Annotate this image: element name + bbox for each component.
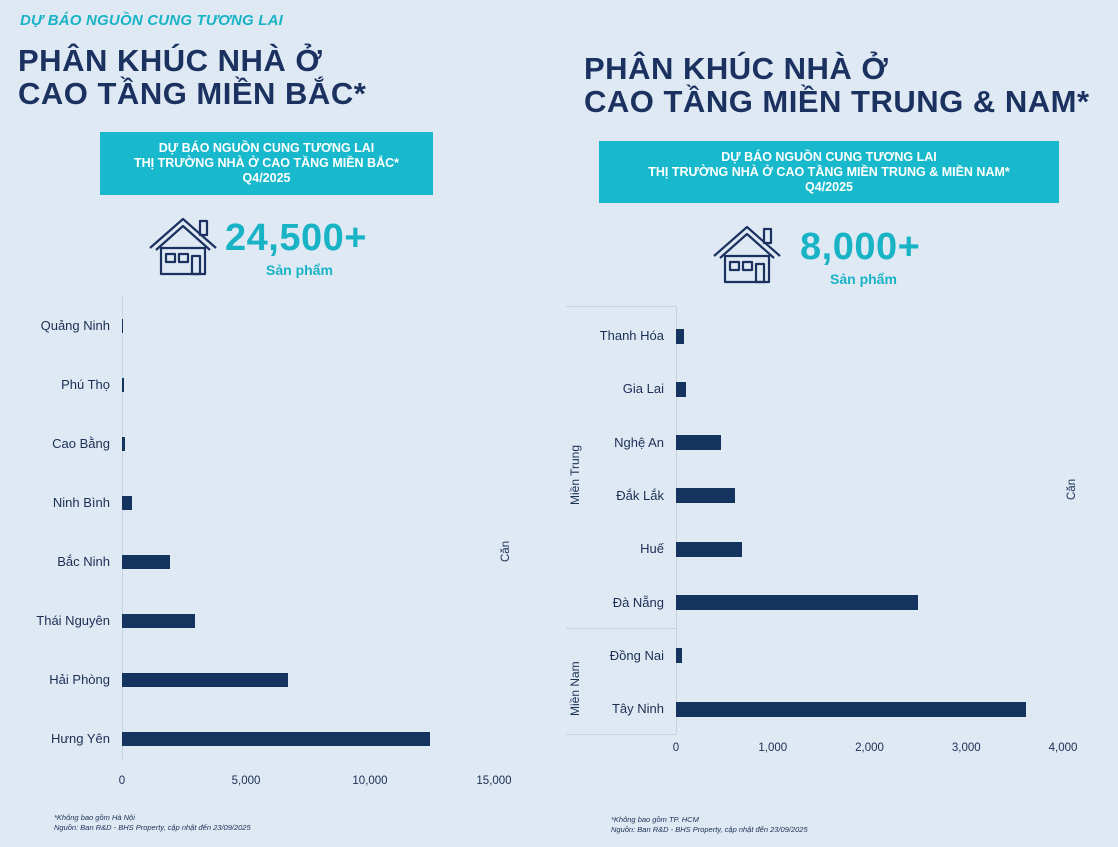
category-label-phu-tho: Phú Thọ — [61, 377, 110, 392]
x-tick-label: 0 — [118, 775, 126, 787]
bar-da-nang — [676, 595, 918, 610]
category-label-da-nang: Đà Nẵng — [612, 594, 664, 610]
bar-thai-nguyen — [122, 614, 196, 628]
right-banner-line2: THỊ TRƯỜNG NHÀ Ở CAO TẦNG MIỀN TRUNG & M… — [648, 164, 1010, 179]
category-label-quang-ninh: Quảng Ninh — [40, 318, 110, 333]
category-label-hue: Huế — [640, 541, 664, 557]
left-banner: DỰ BÁO NGUỒN CUNG TƯƠNG LAI THỊ TRƯỜNG N… — [100, 132, 433, 195]
bar-hue — [676, 541, 742, 557]
group-separator-bottom — [566, 734, 676, 735]
bar-tay-ninh — [676, 701, 1027, 717]
left-title-line1: PHÂN KHÚC NHÀ Ở — [18, 43, 323, 78]
right-footnote-2: Nguồn: Ban R&D - BHS Property, cập nhật … — [611, 825, 808, 834]
house-icon — [713, 225, 781, 284]
x-tick-label: 3,000 — [951, 742, 981, 754]
bar-bac-ninh — [122, 555, 171, 569]
category-label-hung-yen: Hưng Yên — [50, 731, 110, 746]
x-tick-label: 5,000 — [231, 775, 261, 787]
x-tick-label: 1,000 — [758, 742, 788, 754]
left-footnotes: *Không bao gồm Hà Nội Nguồn: Ban R&D - B… — [54, 813, 251, 833]
section-kicker: DỰ BÁO NGUỒN CUNG TƯƠNG LAI — [20, 12, 284, 29]
category-label-bac-ninh: Bắc Ninh — [57, 554, 110, 569]
category-label-thai-nguyen: Thái Nguyên — [36, 613, 110, 628]
bar-ninh-binh — [122, 496, 132, 510]
bar-dong-nai — [676, 648, 682, 664]
x-tick-label: 2,000 — [855, 742, 884, 754]
left-total: 24,500+ — [225, 217, 367, 259]
category-label-dong-nai: Đồng Nai — [609, 647, 664, 663]
right-footnote-1: *Không bao gồm TP. HCM — [611, 815, 699, 824]
house-icon — [149, 217, 217, 276]
left-title: PHÂN KHÚC NHÀ Ở CAO TẦNG MIỀN BẮC* — [18, 44, 366, 111]
right-footnotes: *Không bao gồm TP. HCM Nguồn: Ban R&D - … — [611, 815, 808, 835]
y-axis-line — [122, 296, 123, 760]
x-tick-label: 10,000 — [352, 775, 388, 787]
bar-cao-bang — [122, 437, 125, 451]
right-title-line1: PHÂN KHÚC NHÀ Ở — [584, 51, 889, 86]
right-banner-line1: DỰ BÁO NGUỒN CUNG TƯƠNG LAI — [721, 149, 937, 164]
right-title: PHÂN KHÚC NHÀ Ở CAO TẦNG MIỀN TRUNG & NA… — [584, 52, 1090, 119]
x-tick-label: 0 — [672, 742, 680, 754]
bar-hung-yen — [122, 732, 430, 746]
right-banner-line3: Q4/2025 — [805, 179, 853, 194]
x-tick-label: 15,000 — [476, 775, 512, 787]
bar-hai-phong — [122, 673, 289, 687]
x-tick-label: 4,000 — [1048, 742, 1078, 754]
right-banner: DỰ BÁO NGUỒN CUNG TƯƠNG LAI THỊ TRƯỜNG N… — [599, 141, 1059, 203]
group-label-mien-nam: Miền Nam — [568, 661, 582, 716]
left-title-line2: CAO TẦNG MIỀN BẮC* — [18, 76, 367, 112]
bar-quang-ninh — [122, 319, 123, 333]
category-label-nghe-an: Nghệ An — [614, 434, 664, 450]
right-total: 8,000+ — [800, 226, 921, 268]
left-total-unit: Sản phẩm — [266, 262, 333, 278]
right-total-unit: Sản phẩm — [830, 271, 897, 287]
group-label-mien-trung: Miền Trung — [568, 444, 582, 505]
right-title-line2: CAO TẦNG MIỀN TRUNG & NAM* — [584, 84, 1090, 120]
category-label-hai-phong: Hải Phòng — [49, 672, 110, 687]
group-separator-top — [566, 306, 676, 307]
left-banner-line2: THỊ TRƯỜNG NHÀ Ở CAO TẦNG MIỀN BẮC* — [133, 156, 400, 170]
category-label-tay-ninh: Tây Ninh — [611, 701, 664, 717]
bar-thanh-hoa — [676, 328, 684, 344]
y-axis-title: Căn — [1066, 478, 1078, 500]
left-banner-line3: Q4/2025 — [242, 171, 291, 185]
category-label-cao-bang: Cao Bằng — [52, 436, 110, 451]
group-separator-mid — [566, 628, 676, 629]
left-footnote-2: Nguồn: Ban R&D - BHS Property, cập nhật … — [54, 823, 251, 832]
bar-dak-lak — [676, 488, 736, 504]
bar-gia-lai — [676, 381, 686, 397]
left-banner-line1: DỰ BÁO NGUỒN CUNG TƯƠNG LAI — [158, 141, 375, 155]
y-axis-line — [676, 306, 677, 734]
left-footnote-1: *Không bao gồm Hà Nội — [54, 813, 135, 822]
category-label-ninh-binh: Ninh Bình — [52, 495, 110, 510]
bar-phu-tho — [122, 378, 125, 392]
category-label-dak-lak: Đắk Lắk — [616, 487, 664, 503]
category-label-thanh-hoa: Thanh Hóa — [599, 328, 664, 343]
bar-nghe-an — [676, 435, 721, 451]
category-label-gia-lai: Gia Lai — [622, 381, 664, 397]
